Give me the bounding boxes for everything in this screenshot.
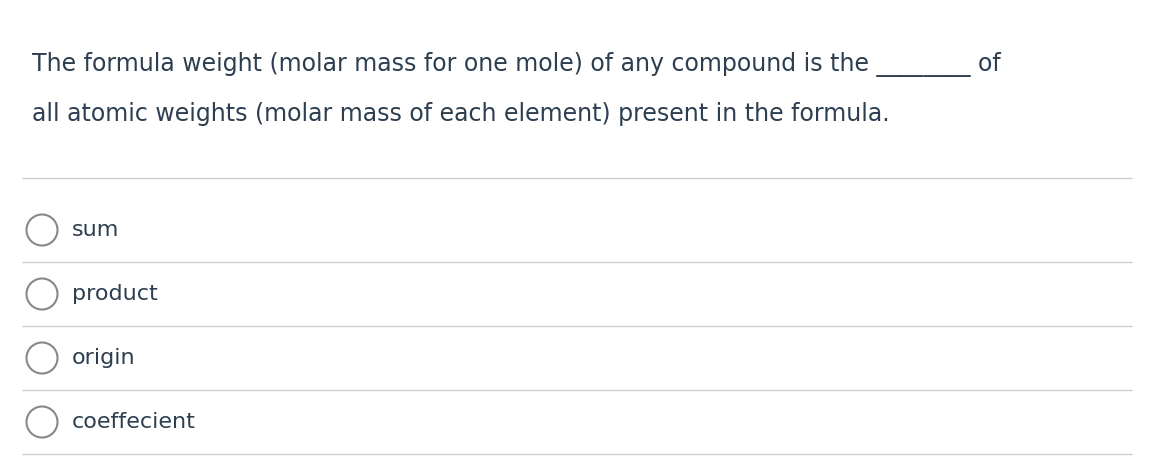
Text: all atomic weights (molar mass of each element) present in the formula.: all atomic weights (molar mass of each e… [32,102,890,126]
Text: coeffecient: coeffecient [72,412,196,432]
Text: product: product [72,284,158,304]
Text: The formula weight (molar mass for one mole) of any compound is the ________ of: The formula weight (molar mass for one m… [32,52,1000,77]
Text: sum: sum [72,220,120,240]
Text: origin: origin [72,348,136,368]
